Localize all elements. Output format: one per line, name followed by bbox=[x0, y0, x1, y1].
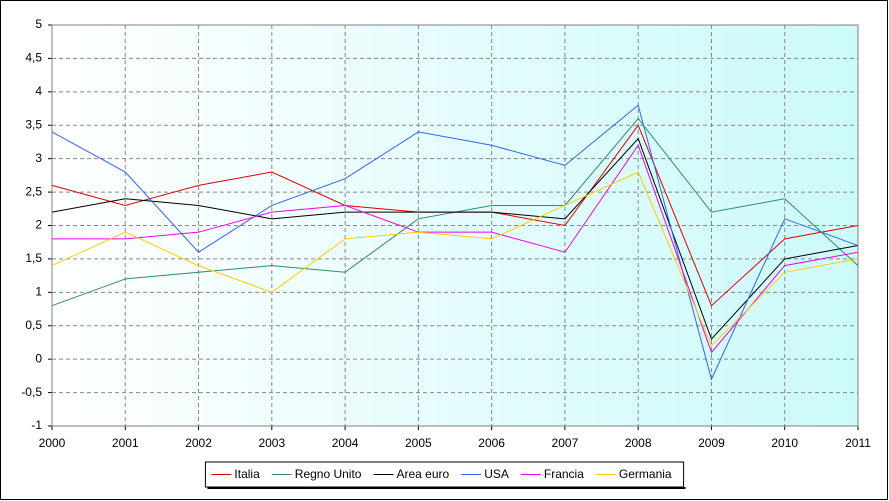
x-tick-label: 2004 bbox=[332, 436, 359, 450]
x-tick-label: 2000 bbox=[39, 436, 66, 450]
x-tick-label: 2002 bbox=[185, 436, 212, 450]
y-tick-label: 2 bbox=[35, 218, 42, 232]
legend-label: Regno Unito bbox=[295, 467, 362, 481]
legend-shadow bbox=[207, 487, 686, 489]
y-tick-label: 0,5 bbox=[25, 318, 42, 332]
y-tick-label: 0 bbox=[35, 351, 42, 365]
x-tick-label: 2003 bbox=[258, 436, 285, 450]
series-line bbox=[51, 171, 859, 347]
legend-label: Francia bbox=[544, 467, 584, 481]
y-tick-label: 5 bbox=[35, 17, 42, 31]
y-tick-label: 1 bbox=[35, 285, 42, 299]
legend-label: Italia bbox=[234, 467, 260, 481]
x-tick-label: 2009 bbox=[698, 436, 725, 450]
x-tick-label: 2010 bbox=[771, 436, 798, 450]
legend-label: Germania bbox=[619, 467, 672, 481]
x-tick-label: 2008 bbox=[625, 436, 652, 450]
legend: Italia Regno Unito Area euro USA Francia Germ… bbox=[204, 461, 685, 488]
y-tick-label: -1 bbox=[31, 418, 42, 432]
x-tick-label: 2006 bbox=[478, 436, 505, 450]
y-tick-label: 2,5 bbox=[25, 184, 42, 198]
y-tick-label: 4,5 bbox=[25, 51, 42, 65]
y-tick-label: 3 bbox=[35, 151, 42, 165]
y-tick-label: 4 bbox=[35, 84, 42, 98]
x-tick-label: 2005 bbox=[405, 436, 432, 450]
y-tick-label: 1,5 bbox=[25, 251, 42, 265]
x-tick-label: 2001 bbox=[112, 436, 139, 450]
y-tick-label: 3,5 bbox=[25, 117, 42, 131]
y-tick-label: -0,5 bbox=[21, 385, 42, 399]
legend-label: Area euro bbox=[396, 467, 449, 481]
series-line bbox=[51, 104, 859, 381]
x-tick-label: 2007 bbox=[552, 436, 579, 450]
x-tick-label: 2011 bbox=[845, 436, 871, 450]
legend-label: USA bbox=[484, 467, 509, 481]
series-line bbox=[52, 144, 859, 354]
series-line bbox=[51, 137, 859, 341]
